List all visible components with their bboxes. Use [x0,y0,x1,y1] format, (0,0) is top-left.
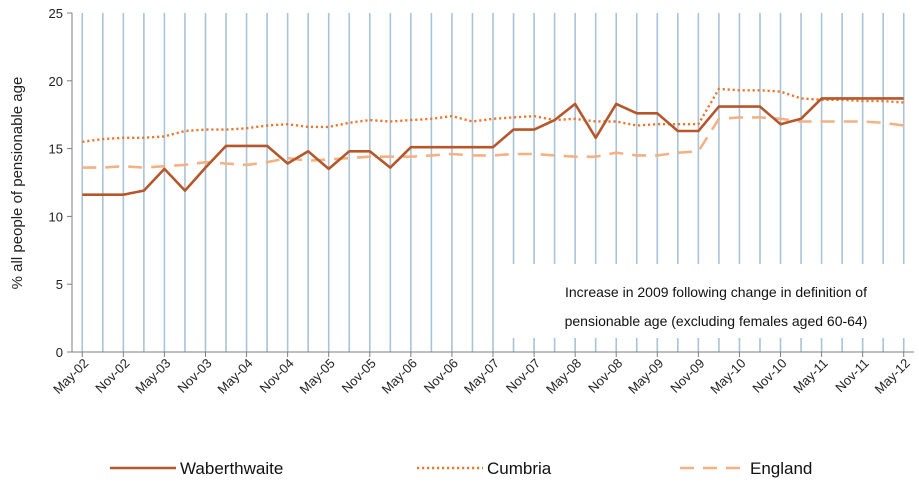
x-tick-label: Nov-06 [421,356,461,396]
x-tick-label: May-03 [132,356,173,397]
x-tick-label: Nov-03 [174,356,214,396]
series-line-waberthwaite [82,97,904,196]
y-tick-label: 10 [49,209,63,224]
legend-label-england: England [750,459,812,478]
x-tick-label: Nov-08 [585,356,625,396]
x-tick-label: May-06 [379,356,420,397]
legend-label-cumbria: Cumbria [487,459,552,478]
y-tick-label: 0 [56,345,63,360]
x-tick-label: May-04 [214,356,255,397]
series-lines [82,87,904,196]
x-tick-label: May-02 [50,356,91,397]
x-tick-label: May-09 [625,356,666,397]
x-tick-label: May-08 [543,356,584,397]
x-tick-label: Nov-10 [749,356,789,396]
legend-label-waberthwaite: Waberthwaite [180,459,283,478]
x-tick-label: Nov-02 [92,356,132,396]
annotation-line-2: pensionable age (excluding females aged … [565,313,868,329]
y-tick-label: 15 [49,142,63,157]
x-tick-label: Nov-07 [503,356,543,396]
legend: Waberthwaite Cumbria England [110,459,812,478]
x-tick-label: Nov-09 [667,356,707,396]
x-tick-label: May-11 [790,356,831,397]
x-tick-labels: May-02 Nov-02 May-03 Nov-03 May-04 Nov-04 May-… [50,352,913,397]
x-tick-label: Nov-11 [832,356,872,396]
annotation-box [511,264,914,338]
y-axis-title: % all people of pensionable age [9,77,26,290]
x-tick-label: Nov-05 [339,356,379,396]
annotation-line-1: Increase in 2009 following change in def… [565,284,867,300]
x-tick-label: Nov-04 [257,356,297,396]
y-tick-label: 20 [49,74,63,89]
y-tick-label: 5 [56,277,63,292]
x-tick-label: May-10 [707,356,748,397]
y-tick-label: 25 [49,6,63,21]
x-tick-label: May-07 [461,356,502,397]
x-tick-label: May-05 [297,356,338,397]
y-tick-labels: 0 5 10 15 20 25 [49,6,72,360]
x-tick-label: May-12 [872,356,913,397]
